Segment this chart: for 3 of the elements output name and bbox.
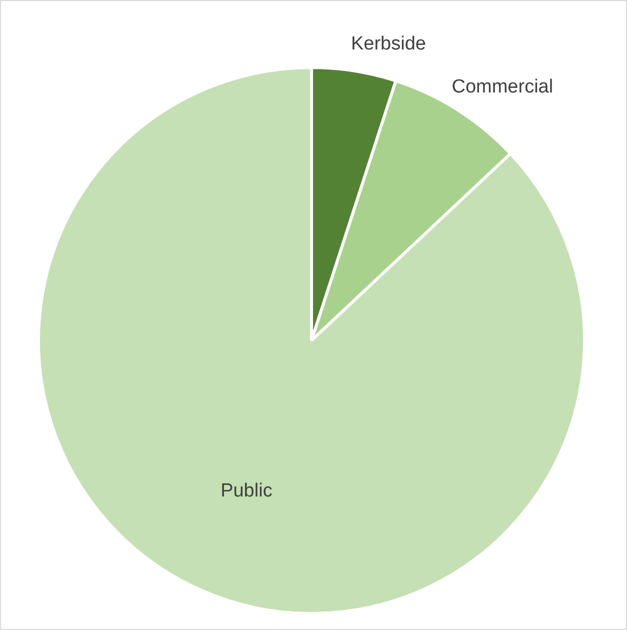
slice-label: Commercial [452,76,554,98]
slice-label: Kerbside [350,33,426,54]
slice-label: Public [220,480,272,502]
